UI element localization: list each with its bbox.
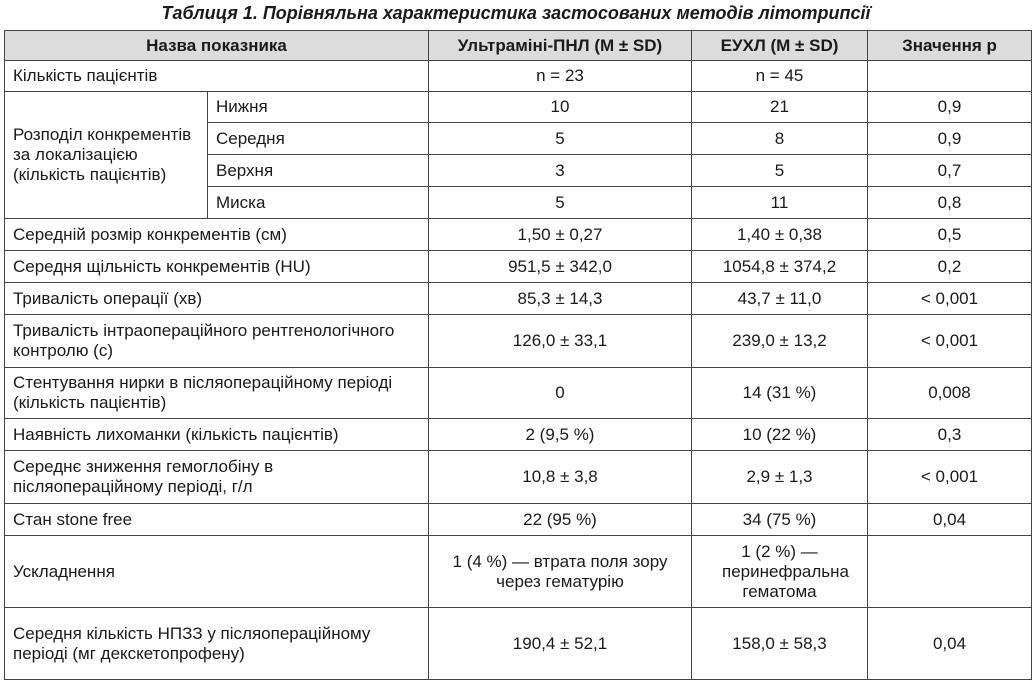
table-row: Ускладнення 1 (4 %) — втрата поля зору ч… <box>4 535 1032 608</box>
table-row: Середня кількість НПЗЗ у післяопераційно… <box>4 607 1032 680</box>
table-row: Наявність лихоманки (кількість пацієнтів… <box>4 418 1032 451</box>
table-row: Середня 5 8 0,9 <box>5 122 1032 155</box>
header-ultra: Ультраміні-ПНЛ (M ± SD) <box>428 30 692 61</box>
cell-ultra: 2 (9,5 %) <box>428 418 692 451</box>
cell-ultra: 1 (4 %) — втрата поля зору через гематур… <box>428 535 692 608</box>
cell-eswl: 10 (22 %) <box>691 418 868 451</box>
row-label: Стан stone free <box>4 503 429 536</box>
cell-ultra: 22 (95 %) <box>428 503 692 536</box>
table-row: Середня щільність конкрементів (HU) 951,… <box>4 250 1032 283</box>
cell-ultra: 5 <box>428 186 692 219</box>
row-label: Середня щільність конкрементів (HU) <box>4 250 429 283</box>
cell-eswl: 34 (75 %) <box>691 503 868 536</box>
row-label: Тривалість операції (хв) <box>4 282 429 315</box>
cell-p: 0,3 <box>867 418 1032 451</box>
table-row: Середній розмір конкрементів (см) 1,50 ±… <box>4 218 1032 251</box>
sub-row-label: Нижня <box>207 91 429 123</box>
cell-p: < 0,001 <box>867 282 1032 315</box>
table-row: Стентування нирки в післяопераційному пе… <box>4 367 1032 419</box>
table-row: Тривалість операції (хв) 85,3 ± 14,3 43,… <box>4 282 1032 315</box>
cell-ultra: 85,3 ± 14,3 <box>428 282 692 315</box>
cell-eswl: 14 (31 %) <box>691 367 868 419</box>
row-label: Наявність лихоманки (кількість пацієнтів… <box>4 418 429 451</box>
row-label: Кількість пацієнтів <box>4 60 429 92</box>
table-row: Кількість пацієнтів n = 23 n = 45 <box>4 60 1032 92</box>
cell-p: 0,7 <box>867 154 1032 187</box>
row-label: Стентування нирки в післяопераційному пе… <box>4 367 429 419</box>
table-caption: Таблиця 1. Порівняльна характеристика за… <box>161 3 871 23</box>
cell-ultra: 126,0 ± 33,1 <box>428 314 692 368</box>
cell-eswl: 1 (2 %) — перинефральна гематома <box>691 535 868 608</box>
table-row: Розподіл конкрементів за локалізацією (к… <box>4 91 1032 219</box>
cell-p: 0,8 <box>867 186 1032 219</box>
cell-eswl: 2,9 ± 1,3 <box>691 450 868 504</box>
cell-eswl: 11 <box>691 186 868 219</box>
row-label: Середнє зниження гемоглобіну в післяопер… <box>4 450 429 504</box>
cell-eswl: 5 <box>691 154 868 187</box>
cell-eswl: 158,0 ± 58,3 <box>691 607 868 680</box>
cell-ultra: 1,50 ± 0,27 <box>428 218 692 251</box>
cell-eswl: 21 <box>691 91 868 123</box>
cell-eswl: 1054,8 ± 374,2 <box>691 250 868 283</box>
table-row: Тривалість інтраопераційного рентгенолог… <box>4 314 1032 368</box>
row-label: Тривалість інтраопераційного рентгенолог… <box>4 314 429 368</box>
sub-row-label: Верхня <box>207 154 429 187</box>
row-label-group: Розподіл конкрементів за локалізацією (к… <box>4 91 208 219</box>
header-eswl: ЕУХЛ (M ± SD) <box>691 30 868 61</box>
cell-p: 0,04 <box>867 607 1032 680</box>
sub-row-label: Миска <box>207 186 429 219</box>
cell-p: 0,5 <box>867 218 1032 251</box>
cell-eswl: 239,0 ± 13,2 <box>691 314 868 368</box>
cell-eswl: 1,40 ± 0,38 <box>691 218 868 251</box>
header-p: Значення p <box>867 30 1032 61</box>
cell-eswl: 43,7 ± 11,0 <box>691 282 868 315</box>
cell-ultra: 10 <box>428 91 692 123</box>
cell-eswl: 8 <box>691 122 868 155</box>
cell-ultra: 951,5 ± 342,0 <box>428 250 692 283</box>
cell-p: 0,9 <box>867 91 1032 123</box>
table-row: Середнє зниження гемоглобіну в післяопер… <box>4 450 1032 504</box>
table-row: Верхня 3 5 0,7 <box>5 154 1032 187</box>
row-label: Середня кількість НПЗЗ у післяопераційно… <box>4 607 429 680</box>
cell-ultra: 5 <box>428 122 692 155</box>
cell-ultra: 3 <box>428 154 692 187</box>
table-row: Стан stone free 22 (95 %) 34 (75 %) 0,04 <box>4 503 1032 536</box>
cell-p: 0,9 <box>867 122 1032 155</box>
cell-p: < 0,001 <box>867 314 1032 368</box>
cell-ultra: n = 23 <box>428 60 692 92</box>
cell-p: 0,008 <box>867 367 1032 419</box>
sub-row-label: Середня <box>207 122 429 155</box>
cell-eswl: n = 45 <box>691 60 868 92</box>
cell-p <box>867 535 1032 608</box>
cell-p: < 0,001 <box>867 450 1032 504</box>
row-label: Ускладнення <box>4 535 429 608</box>
cell-ultra: 10,8 ± 3,8 <box>428 450 692 504</box>
row-label: Середній розмір конкрементів (см) <box>4 218 429 251</box>
comparison-table: Назва показника Ультраміні-ПНЛ (M ± SD) … <box>4 30 1032 680</box>
cell-ultra: 190,4 ± 52,1 <box>428 607 692 680</box>
cell-p: 0,2 <box>867 250 1032 283</box>
cell-ultra: 0 <box>428 367 692 419</box>
header-name: Назва показника <box>4 30 429 61</box>
header-row: Назва показника Ультраміні-ПНЛ (M ± SD) … <box>4 30 1032 61</box>
cell-p: 0,04 <box>867 503 1032 536</box>
cell-p <box>867 60 1032 92</box>
